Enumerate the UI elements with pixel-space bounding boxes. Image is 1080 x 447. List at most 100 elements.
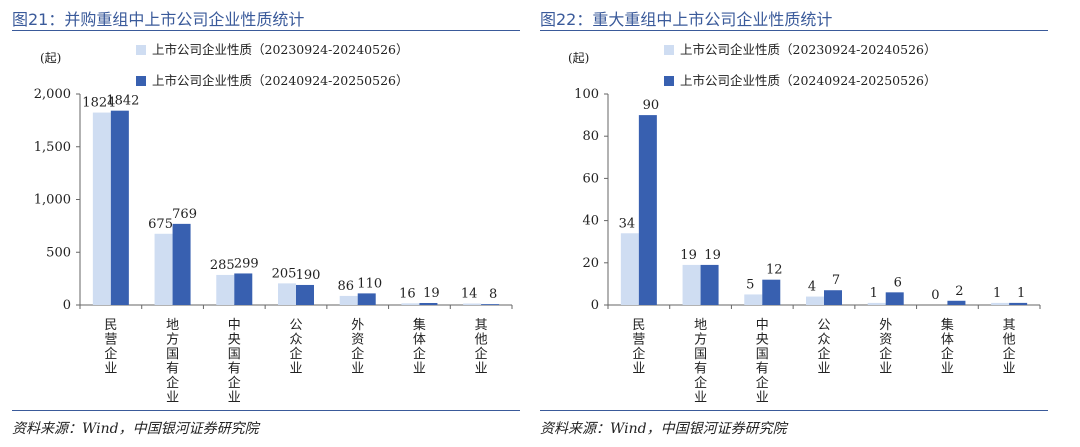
data-label: 285 <box>210 258 235 273</box>
bar <box>682 264 701 305</box>
bar <box>762 279 781 305</box>
legend-label: 上市公司企业性质（20230924-20240526） <box>680 42 936 57</box>
bar <box>947 300 966 305</box>
x-tick-label: 民营企业 <box>632 318 645 377</box>
y-tick-label: 0 <box>591 298 599 313</box>
x-tick-label: 外资企业 <box>879 318 892 377</box>
bar <box>172 223 191 305</box>
bar <box>991 302 1010 305</box>
title-divider <box>540 30 1048 31</box>
bar <box>278 283 296 305</box>
data-label: 19 <box>680 248 697 263</box>
bar <box>481 304 500 305</box>
legend-swatch <box>136 45 146 55</box>
data-label: 110 <box>357 276 382 291</box>
source-divider <box>12 410 520 411</box>
data-label: 6 <box>894 275 902 290</box>
data-label: 1 <box>870 286 878 301</box>
data-label: 675 <box>148 217 173 232</box>
data-label: 769 <box>172 207 197 222</box>
data-label: 16 <box>399 286 416 301</box>
legend-label: 上市公司企业性质（20240924-20250526） <box>152 73 408 88</box>
x-tick-label: 集体企业 <box>413 317 426 377</box>
y-tick-label: 20 <box>582 256 599 271</box>
bar <box>357 293 376 305</box>
y-tick-label: 0 <box>63 298 71 313</box>
bar <box>824 290 842 305</box>
y-tick-label: 1,500 <box>34 140 71 155</box>
legend-label: 上市公司企业性质（20240924-20250526） <box>680 73 936 88</box>
legend-swatch <box>136 76 146 86</box>
x-tick-label: 公众企业 <box>289 318 302 377</box>
bar <box>419 302 438 305</box>
data-label: 1 <box>993 286 1001 301</box>
data-label: 2 <box>955 284 963 299</box>
y-tick-label: 40 <box>582 214 599 229</box>
data-label: 34 <box>619 216 636 231</box>
bar <box>744 294 763 305</box>
bar <box>339 295 358 305</box>
x-tick-label: 公众企业 <box>817 318 830 377</box>
x-tick-label: 其他企业 <box>1003 318 1016 377</box>
y-unit-label: (起) <box>40 51 61 65</box>
data-label: 8 <box>489 287 497 302</box>
chart-panel-21: 图21：并购重组中上市公司企业性质统计 (起) 上市公司企业性质（20230924… <box>12 0 532 447</box>
bar <box>620 233 639 305</box>
data-label: 5 <box>746 277 754 292</box>
x-tick-label: 中央国有企业 <box>756 318 769 406</box>
bar-chart-22: (起) 上市公司企业性质（20230924-20240526） 上市公司企业性质（2… <box>568 42 1041 406</box>
x-tick-label: 民营企业 <box>104 318 117 377</box>
data-label: 1824 <box>82 96 115 111</box>
y-tick-label: 60 <box>582 171 599 186</box>
x-tick-label: 地方国有企业 <box>694 318 707 406</box>
data-label: 19 <box>423 286 440 301</box>
data-label: 1842 <box>106 94 139 109</box>
data-label: 4 <box>808 280 816 295</box>
data-label: 12 <box>766 263 783 278</box>
bar <box>234 273 253 305</box>
legend-swatch <box>664 76 674 86</box>
data-label: 86 <box>337 279 354 294</box>
x-tick-label: 集体企业 <box>941 317 954 377</box>
bar <box>216 274 235 305</box>
bar <box>885 292 904 305</box>
bar <box>867 302 886 305</box>
y-tick-label: 500 <box>46 245 71 260</box>
x-tick-label: 中央国有企业 <box>228 318 241 406</box>
bar <box>1009 302 1028 305</box>
bar <box>806 296 824 305</box>
bar <box>463 303 482 305</box>
x-tick-label: 外资企业 <box>351 318 364 377</box>
legend-label: 上市公司企业性质（20230924-20240526） <box>152 42 408 57</box>
y-tick-label: 80 <box>582 129 599 144</box>
x-tick-label: 其他企业 <box>475 318 488 377</box>
bar <box>401 303 420 305</box>
data-label: 7 <box>832 273 840 288</box>
bar <box>700 264 719 305</box>
bar <box>110 110 129 305</box>
y-tick-label: 1,000 <box>34 193 71 208</box>
chart-title: 图21：并购重组中上市公司企业性质统计 <box>12 10 305 29</box>
y-tick-label: 2,000 <box>34 87 71 102</box>
bar <box>296 284 314 305</box>
legend-swatch <box>664 45 674 55</box>
bar <box>638 115 657 305</box>
data-label: 205 <box>272 266 297 281</box>
x-tick-label: 地方国有企业 <box>166 318 179 406</box>
y-unit-label: (起) <box>568 51 589 65</box>
bar-chart-21: (起) 上市公司企业性质（20230924-20240526） 上市公司企业性质（2… <box>34 42 513 406</box>
title-divider <box>12 30 520 31</box>
data-label: 19 <box>704 248 721 263</box>
data-label: 1 <box>1017 286 1025 301</box>
data-label: 90 <box>643 98 660 113</box>
source-divider <box>540 410 1048 411</box>
bar <box>92 112 111 306</box>
data-label: 0 <box>931 288 939 303</box>
bar <box>154 233 173 305</box>
source-note: 资料来源：Wind，中国银河证券研究院 <box>12 421 259 437</box>
data-label: 190 <box>296 268 321 283</box>
source-note: 资料来源：Wind，中国银河证券研究院 <box>540 421 787 437</box>
chart-title: 图22：重大重组中上市公司企业性质统计 <box>540 10 833 29</box>
data-label: 14 <box>461 287 478 302</box>
y-tick-label: 100 <box>574 87 599 102</box>
